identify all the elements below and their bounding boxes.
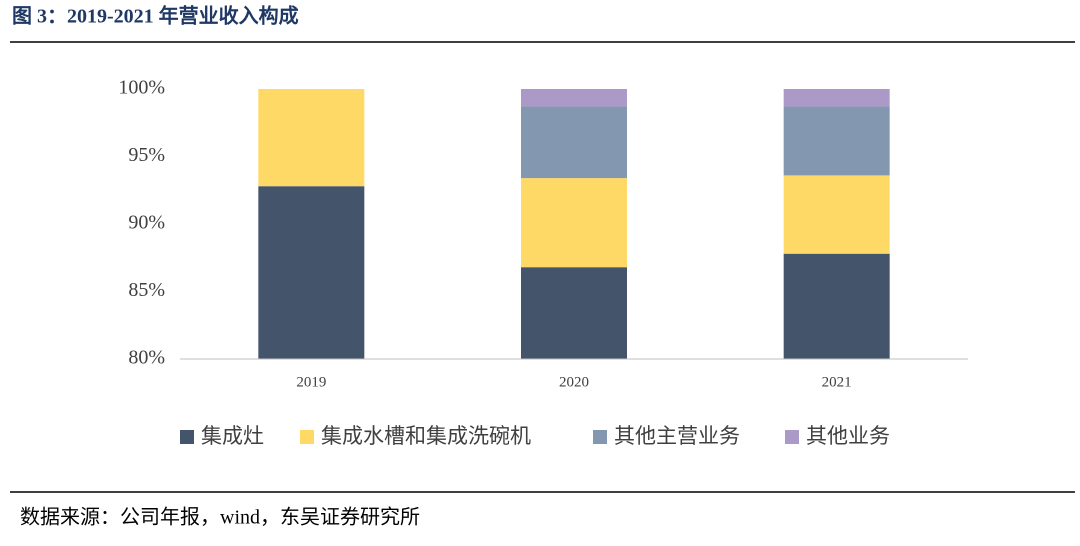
bar-segment [521,89,627,107]
y-tick-label: 100% [118,77,165,99]
legend-swatch [785,430,799,444]
bar-segment [783,253,890,359]
x-tick-label: 2019 [296,374,326,390]
bar-segment [258,186,365,359]
legend-label: 集成水槽和集成洗碗机 [321,424,531,448]
legend-swatch [593,430,607,444]
y-tick-label: 85% [128,279,165,301]
bar-segment [783,106,890,176]
legend-label: 其他主营业务 [614,424,740,448]
bar-segment [521,267,627,359]
y-tick-label: 80% [128,347,165,369]
y-tick-label: 95% [128,144,165,166]
y-tick-label: 90% [128,212,165,234]
x-tick-label: 2021 [822,374,852,390]
legend-swatch [300,430,314,444]
bar-segment [258,89,365,187]
x-tick-label: 2020 [559,374,589,390]
bar-segment [783,175,890,254]
bar-segment [783,89,890,107]
figure-title: 图 3：2019-2021 年营业收入构成 [12,4,299,28]
bar-segment [521,178,627,268]
legend-label: 其他业务 [806,424,890,448]
source-note: 数据来源：公司年报，wind，东吴证券研究所 [20,506,420,529]
bar-segment [521,106,627,179]
legend-swatch [180,430,194,444]
legend-label: 集成灶 [201,424,264,448]
